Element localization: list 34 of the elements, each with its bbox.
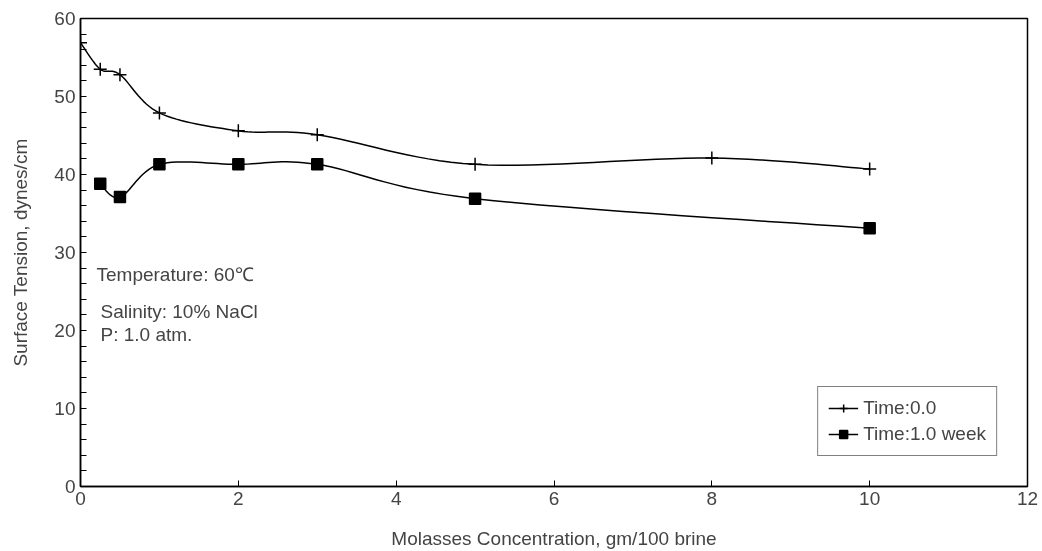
x-tick-label: 8: [706, 487, 718, 509]
x-tick-label: 6: [548, 487, 560, 509]
y-tick-label: 30: [54, 242, 76, 263]
x-tick-label: 2: [233, 487, 244, 509]
point: [112, 67, 128, 82]
y-tick-label: 50: [54, 86, 76, 107]
y-tick-label: 20: [54, 320, 76, 341]
y-tick-label: 10: [54, 398, 76, 419]
x-tick-label: 10: [859, 487, 881, 509]
point: [467, 157, 483, 172]
point: [311, 158, 324, 171]
y-axis-title: Surface Tension, dynes/cm: [10, 138, 32, 367]
legend-label: Time:0.0: [863, 397, 937, 419]
point: [152, 105, 167, 121]
x-axis-title: Molasses Concentration, gm/100 brine: [391, 527, 717, 549]
x-tick-label: 4: [390, 487, 402, 509]
y-tick-label: 40: [54, 164, 76, 185]
point: [468, 192, 482, 205]
point: [863, 222, 876, 235]
point: [231, 123, 246, 139]
point: [310, 127, 325, 142]
point: [862, 161, 877, 177]
legend-label: Time:1.0 week: [863, 423, 986, 445]
point: [153, 158, 166, 171]
point: [92, 61, 108, 77]
point: [113, 190, 127, 204]
x-tick-label: 12: [1016, 487, 1039, 509]
annotation: Temperature: 60℃: [96, 264, 254, 285]
annotation: Salinity: 10% NaCl: [100, 301, 258, 322]
point: [93, 177, 107, 191]
point: [704, 150, 720, 166]
y-tick-label: 60: [54, 8, 76, 29]
point: [232, 158, 245, 171]
annotation: P: 1.0 atm.: [100, 324, 193, 345]
